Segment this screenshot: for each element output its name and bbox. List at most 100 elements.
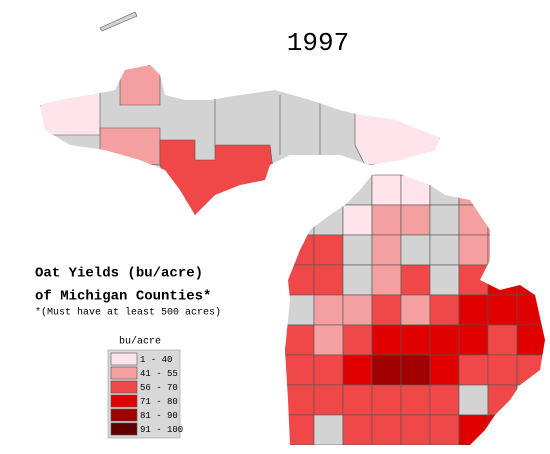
- county: [342, 234, 373, 266]
- county: [285, 324, 315, 356]
- county: [159, 139, 276, 215]
- county: [458, 354, 489, 386]
- county: [487, 174, 518, 206]
- county: [516, 384, 545, 416]
- county: [429, 264, 460, 296]
- county: [429, 354, 460, 386]
- county: [313, 264, 344, 296]
- county: [400, 384, 431, 416]
- county: [458, 174, 489, 206]
- county: [342, 414, 373, 445]
- county: [400, 414, 431, 445]
- county: [313, 354, 344, 386]
- county: [285, 174, 315, 206]
- county: [342, 294, 373, 326]
- county: [516, 354, 545, 386]
- county: [371, 204, 402, 236]
- county: [119, 65, 161, 106]
- legend-label: 1 - 40: [140, 355, 172, 365]
- county: [371, 234, 402, 266]
- county: [285, 354, 315, 386]
- county: [487, 204, 518, 236]
- county: [400, 234, 431, 266]
- subtitle: Oat Yields (bu/acre): [35, 266, 203, 282]
- county: [285, 294, 315, 326]
- county: [342, 384, 373, 416]
- legend-swatch: [110, 366, 138, 380]
- county: [429, 294, 460, 326]
- county: [342, 174, 373, 206]
- legend-swatch: [110, 394, 138, 408]
- county: [313, 294, 344, 326]
- lower-peninsula: [285, 174, 545, 445]
- legend-label: 91 - 100: [140, 425, 183, 435]
- county: [313, 324, 344, 356]
- county: [429, 384, 460, 416]
- county: [429, 324, 460, 356]
- legend-label: 41 - 55: [140, 369, 178, 379]
- county: [487, 384, 518, 416]
- county: [313, 174, 344, 206]
- legend: 1 - 40 41 - 55 56 - 70 71 - 80 81 - 90 91 - 1…: [107, 349, 183, 439]
- map-title: 1997: [287, 28, 349, 58]
- county: [371, 354, 402, 386]
- county: [516, 234, 545, 266]
- county: [371, 174, 402, 206]
- county: [371, 324, 402, 356]
- isle-royale: [99, 11, 138, 32]
- county: [400, 294, 431, 326]
- county: [429, 204, 460, 236]
- county: [458, 204, 489, 236]
- county: [342, 324, 373, 356]
- county: [458, 324, 489, 356]
- legend-title: bu/acre: [119, 336, 161, 348]
- county: [40, 89, 101, 136]
- county: [285, 384, 315, 416]
- legend-swatch: [110, 422, 138, 436]
- county: [99, 127, 161, 166]
- legend-label: 56 - 70: [140, 383, 178, 393]
- legend-swatch: [110, 352, 138, 366]
- county: [285, 234, 315, 266]
- county: [429, 234, 460, 266]
- county: [285, 414, 315, 445]
- county: [400, 264, 431, 296]
- county: [342, 264, 373, 296]
- county: [285, 264, 315, 296]
- county: [458, 264, 489, 296]
- county: [371, 414, 402, 445]
- county: [516, 264, 545, 296]
- county: [371, 384, 402, 416]
- subtitle: of Michigan Counties*: [35, 289, 211, 305]
- county: [458, 294, 489, 326]
- county: [400, 354, 431, 386]
- county: [354, 109, 440, 166]
- county: [429, 414, 460, 445]
- county: [400, 204, 431, 236]
- note: *(Must have at least 500 acres): [35, 307, 221, 319]
- county: [429, 174, 460, 206]
- county: [487, 354, 518, 386]
- county: [313, 204, 344, 236]
- county: [516, 414, 545, 445]
- legend-label: 71 - 80: [140, 397, 178, 407]
- county: [400, 324, 431, 356]
- county: [371, 264, 402, 296]
- county: [400, 174, 431, 206]
- county: [487, 324, 518, 356]
- county: [371, 294, 402, 326]
- county: [313, 384, 344, 416]
- county: [342, 354, 373, 386]
- legend-swatch: [110, 408, 138, 422]
- county: [487, 264, 518, 296]
- county: [516, 174, 545, 206]
- county: [487, 414, 518, 445]
- county: [313, 234, 344, 266]
- county: [458, 414, 489, 445]
- county: [487, 234, 518, 266]
- legend-swatch: [110, 380, 138, 394]
- county: [313, 414, 344, 445]
- county: [285, 204, 315, 236]
